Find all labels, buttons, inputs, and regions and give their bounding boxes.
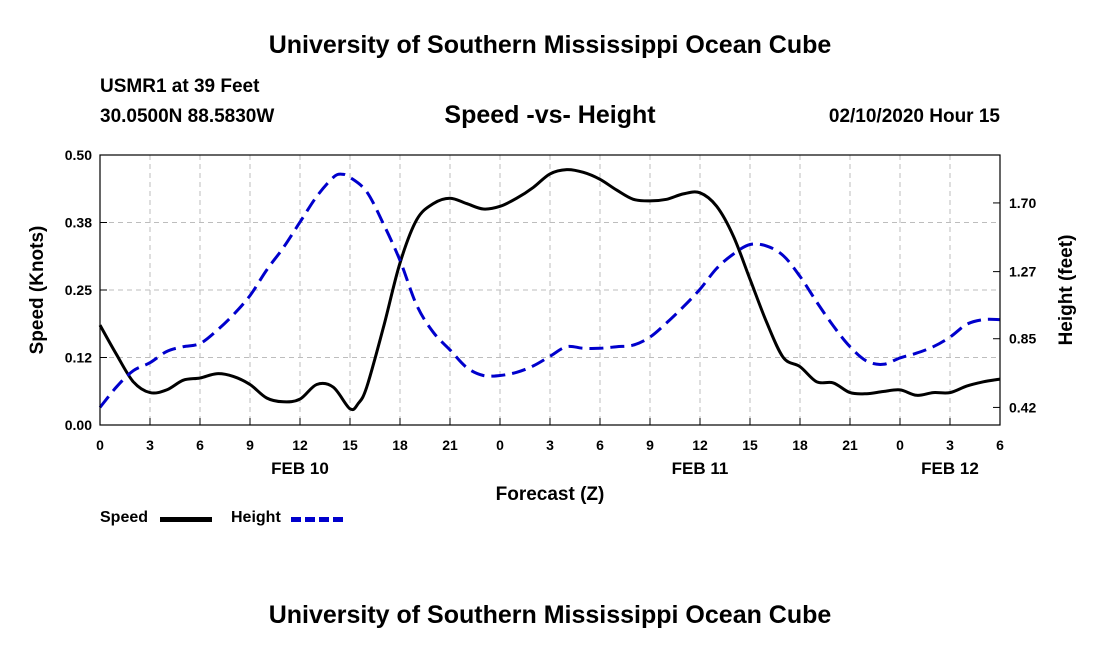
date-label: FEB 10 bbox=[271, 459, 329, 478]
y-tick-label: 0.12 bbox=[65, 350, 92, 366]
y-axis-label: Speed (Knots) bbox=[27, 226, 48, 355]
datetime-label: 02/10/2020 Hour 15 bbox=[828, 106, 1000, 127]
legend-height-swatch bbox=[291, 517, 343, 522]
location-label: 30.0500N 88.5830W bbox=[100, 106, 275, 127]
x-tick-label: 18 bbox=[392, 437, 408, 453]
x-tick-label: 9 bbox=[246, 437, 254, 453]
page-title-bottom: University of Southern Mississippi Ocean… bbox=[268, 601, 832, 629]
x-axis-label: Forecast (Z) bbox=[496, 484, 605, 505]
x-tick-label: 12 bbox=[692, 437, 708, 453]
x-tick-label: 6 bbox=[596, 437, 604, 453]
x-tick-label: 21 bbox=[842, 437, 858, 453]
x-tick-label: 3 bbox=[146, 437, 154, 453]
legend-height-label: Height bbox=[231, 509, 281, 526]
plot-frame bbox=[99, 154, 1001, 426]
x-tick-label: 21 bbox=[442, 437, 458, 453]
y2-tick-label: 0.85 bbox=[1009, 331, 1036, 347]
y2-tick-label: 0.42 bbox=[1009, 399, 1036, 415]
x-tick-label: 0 bbox=[96, 437, 104, 453]
series-line-height bbox=[98, 172, 1001, 409]
date-label: FEB 11 bbox=[672, 459, 729, 478]
y2-tick-label: 1.70 bbox=[1009, 195, 1036, 211]
x-tick-label: 15 bbox=[742, 437, 758, 453]
series-line-speed bbox=[98, 168, 1001, 412]
x-tick-label: 18 bbox=[792, 437, 808, 453]
x-tick-label: 15 bbox=[342, 437, 358, 453]
x-tick-label: 6 bbox=[996, 437, 1004, 453]
page-title-top: University of Southern Mississippi Ocean… bbox=[268, 31, 832, 59]
y-tick-label: 0.38 bbox=[65, 215, 92, 231]
y-tick-label: 0.00 bbox=[65, 417, 92, 433]
date-label: FEB 12 bbox=[921, 459, 979, 478]
y-tick-label: 0.25 bbox=[65, 282, 92, 298]
legend-speed-label: Speed bbox=[100, 509, 149, 526]
x-tick-label: 9 bbox=[646, 437, 654, 453]
x-tick-label: 3 bbox=[546, 437, 554, 453]
x-tick-label: 0 bbox=[496, 437, 504, 453]
y-tick-label: 0.50 bbox=[65, 147, 92, 163]
station-label: USMR1 at 39 Feet bbox=[100, 76, 260, 97]
x-tick-label: 3 bbox=[946, 437, 954, 453]
y2-axis-label: Height (feet) bbox=[1056, 235, 1077, 346]
chart-title: Speed -vs- Height bbox=[444, 101, 656, 129]
legend-speed-swatch bbox=[160, 517, 212, 522]
y2-tick-label: 1.27 bbox=[1009, 264, 1036, 280]
x-tick-label: 6 bbox=[196, 437, 204, 453]
x-tick-label: 0 bbox=[896, 437, 904, 453]
x-tick-label: 12 bbox=[292, 437, 308, 453]
